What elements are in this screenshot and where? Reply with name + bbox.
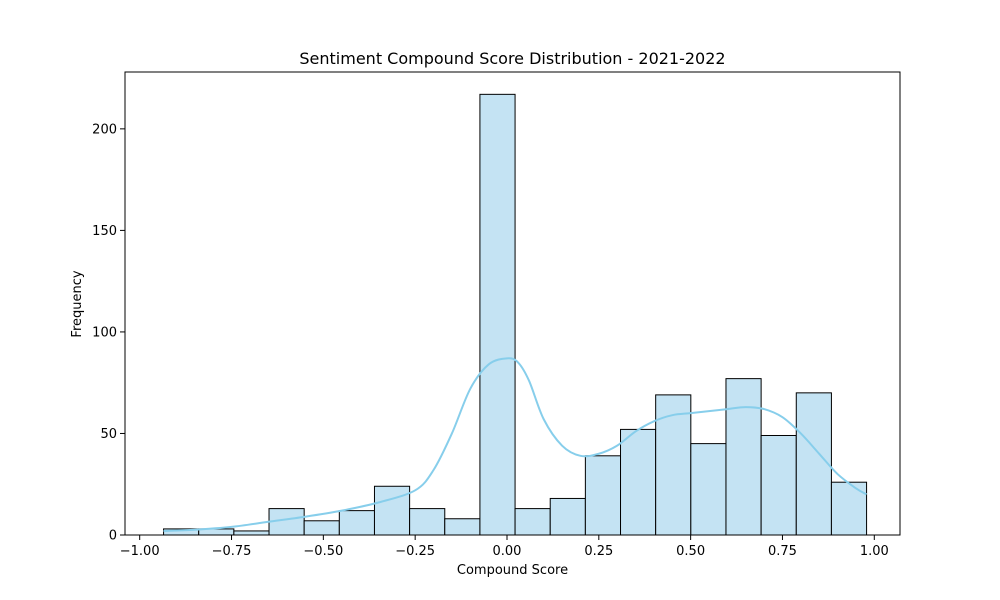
histogram-bar — [444, 518, 481, 536]
histogram-bar — [338, 510, 375, 536]
histogram-bar — [233, 530, 270, 536]
x-axis-title: Compound Score — [457, 563, 568, 578]
histogram-bar — [795, 392, 832, 536]
y-tick-label: 100 — [92, 325, 117, 340]
x-tick-label: 0.25 — [584, 544, 613, 559]
x-axis: −1.00 −0.75 −0.50 −0.25 0.00 0.25 0.50 0.75 1.00 — [120, 535, 889, 559]
histogram-bar — [303, 520, 340, 536]
x-tick-label: 0.75 — [768, 544, 797, 559]
chart-title: Sentiment Compound Score Distribution - … — [299, 49, 725, 68]
y-axis-title: Frequency — [70, 270, 85, 337]
x-tick-label: 1.00 — [860, 544, 889, 559]
histogram-bar — [690, 443, 727, 536]
x-tick-label: 0.00 — [493, 544, 522, 559]
histogram-bar — [409, 508, 446, 536]
y-tick-label: 200 — [92, 122, 117, 137]
kde-line — [163, 357, 868, 532]
histogram-bar — [830, 481, 868, 536]
histogram-bar — [725, 378, 762, 536]
x-tick-label: −0.50 — [303, 544, 343, 559]
histogram-bar — [373, 485, 411, 536]
plot-frame — [124, 71, 901, 536]
y-tick-label: 0 — [109, 529, 117, 544]
x-tick-label: −1.00 — [120, 544, 160, 559]
histogram-bar — [479, 93, 516, 536]
x-tick-label: 0.50 — [676, 544, 705, 559]
histogram-bar — [549, 497, 586, 536]
x-tick-label: −0.75 — [212, 544, 252, 559]
y-tick-label: 150 — [92, 224, 117, 239]
histogram-bar — [620, 428, 657, 536]
y-tick-label: 50 — [100, 427, 117, 442]
bars-group — [163, 93, 868, 536]
histogram-bar — [760, 434, 797, 536]
histogram-bar — [514, 508, 551, 536]
histogram-bar — [584, 455, 622, 536]
y-axis: 0 50 100 150 200 — [92, 122, 125, 544]
x-tick-label: −0.25 — [395, 544, 435, 559]
